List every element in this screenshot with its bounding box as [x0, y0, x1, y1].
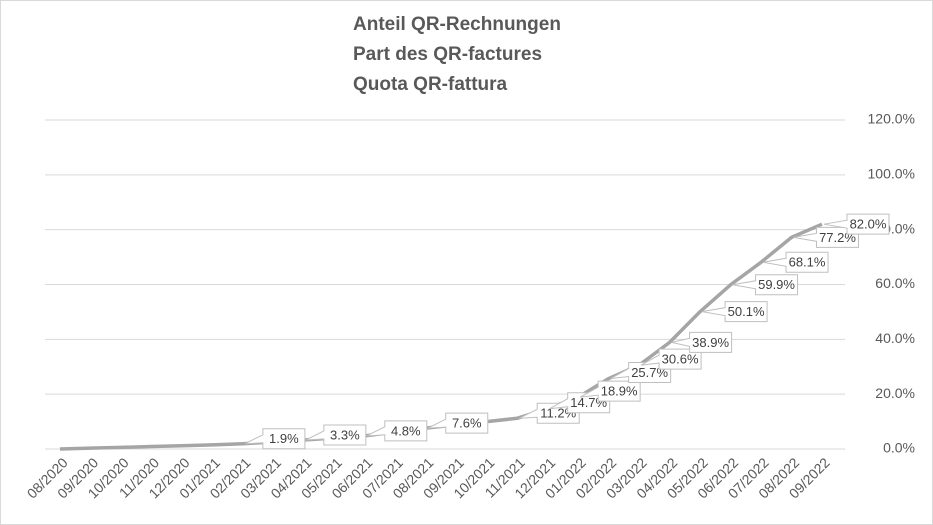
chart-title: Anteil QR-Rechnungen: [353, 14, 561, 35]
label-callout: [823, 213, 890, 235]
y-tick-label: 20.0%: [875, 385, 915, 401]
label-callout: [427, 412, 489, 434]
data-label: 1.9%: [269, 431, 299, 446]
label-callout: [244, 428, 306, 450]
label-callout: [366, 420, 428, 442]
data-label: 68.1%: [789, 255, 826, 270]
data-label: 59.9%: [758, 277, 795, 292]
label-callout: [305, 424, 367, 446]
data-label: 7.6%: [452, 416, 482, 431]
data-label: 30.6%: [662, 352, 699, 367]
data-label: 4.8%: [391, 423, 421, 438]
label-callout: [793, 226, 860, 248]
label-callout: [610, 362, 672, 384]
label-callout: [671, 331, 733, 353]
data-label: 38.9%: [692, 335, 729, 350]
label-callout: [579, 380, 641, 402]
y-tick-label: 60.0%: [875, 275, 915, 291]
label-callout: [701, 301, 768, 323]
label-callout: [640, 348, 702, 370]
data-label: 18.9%: [601, 384, 638, 399]
y-tick-label: 0.0%: [883, 440, 915, 456]
label-callout: [518, 402, 580, 424]
y-tick-label: 120.0%: [868, 111, 915, 127]
label-callout: [549, 392, 611, 414]
y-tick-label: 40.0%: [875, 330, 915, 346]
data-label: 3.3%: [330, 427, 360, 442]
label-callout: [732, 274, 799, 296]
label-callout: [762, 251, 829, 273]
chart-title: Quota QR-fattura: [353, 74, 508, 95]
data-label: 50.1%: [728, 304, 765, 319]
y-tick-label: 100.0%: [868, 166, 915, 182]
chart-title: Part des QR-factures: [353, 44, 542, 65]
data-label: 82.0%: [850, 217, 887, 232]
